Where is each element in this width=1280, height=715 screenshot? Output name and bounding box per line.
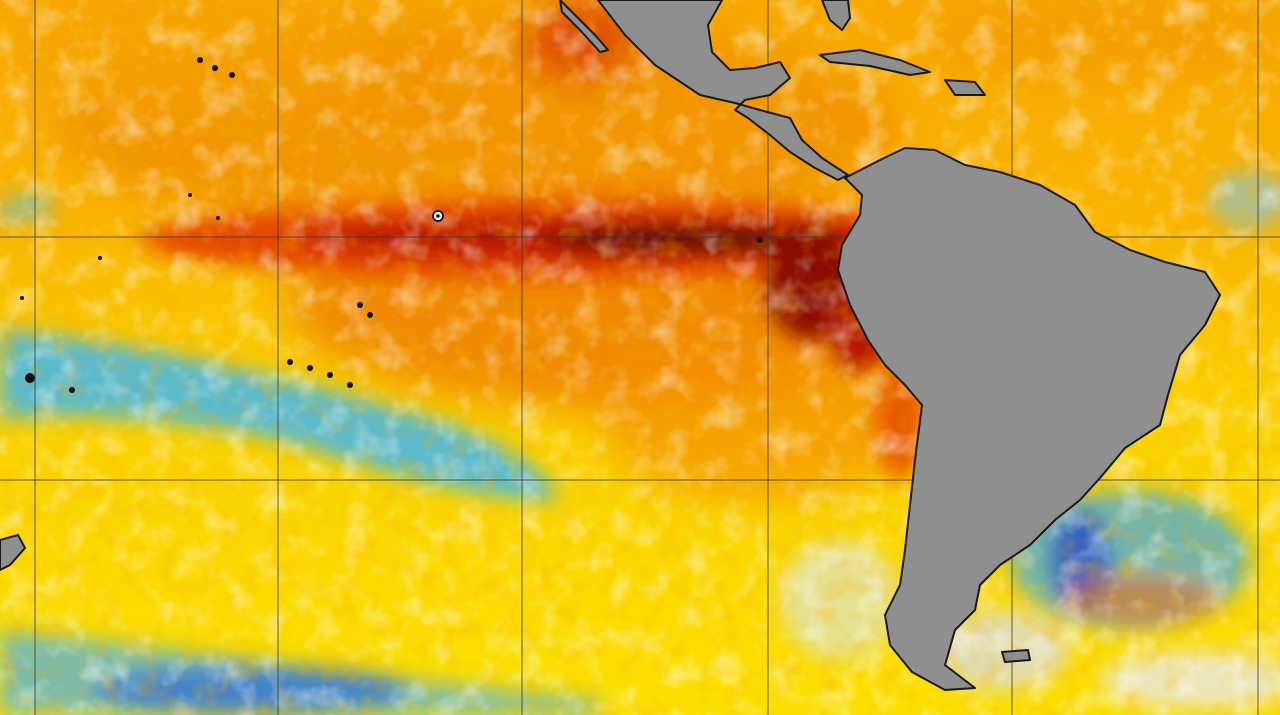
islands [20, 57, 763, 393]
island [307, 365, 313, 371]
island [357, 302, 363, 308]
island [212, 65, 218, 71]
land [0, 0, 1221, 691]
island [367, 312, 373, 318]
florida [821, 0, 851, 31]
island [25, 373, 35, 383]
island [20, 296, 24, 300]
island [216, 216, 220, 220]
cuba [819, 49, 931, 76]
marker-dot [436, 214, 440, 218]
baja-california [559, 0, 609, 53]
island [757, 237, 763, 243]
central-america-mexico [597, 0, 849, 181]
antarctic-peninsula-edge [0, 534, 26, 571]
island [188, 193, 192, 197]
hispaniola [944, 79, 986, 96]
island [287, 359, 293, 365]
island [327, 372, 333, 378]
marker [432, 210, 444, 222]
island [229, 72, 235, 78]
island [197, 57, 203, 63]
island [98, 256, 102, 260]
island [69, 387, 75, 393]
island [347, 382, 353, 388]
falklands [1001, 649, 1031, 663]
south-america [837, 147, 1221, 691]
